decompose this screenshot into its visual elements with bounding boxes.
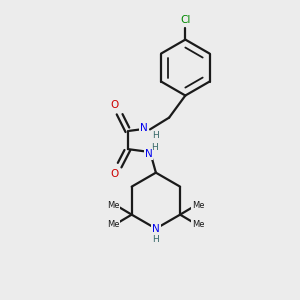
Text: N: N — [152, 224, 160, 234]
Text: H: H — [152, 131, 159, 140]
Text: N: N — [140, 123, 148, 133]
Text: O: O — [110, 100, 119, 110]
Text: Me: Me — [107, 201, 120, 210]
Text: Me: Me — [192, 201, 205, 210]
Text: Me: Me — [107, 220, 120, 229]
Text: H: H — [151, 143, 158, 152]
Text: N: N — [145, 149, 152, 159]
Text: O: O — [110, 169, 119, 179]
Text: H: H — [152, 235, 159, 244]
Text: Cl: Cl — [180, 15, 190, 26]
Text: Me: Me — [192, 220, 205, 229]
